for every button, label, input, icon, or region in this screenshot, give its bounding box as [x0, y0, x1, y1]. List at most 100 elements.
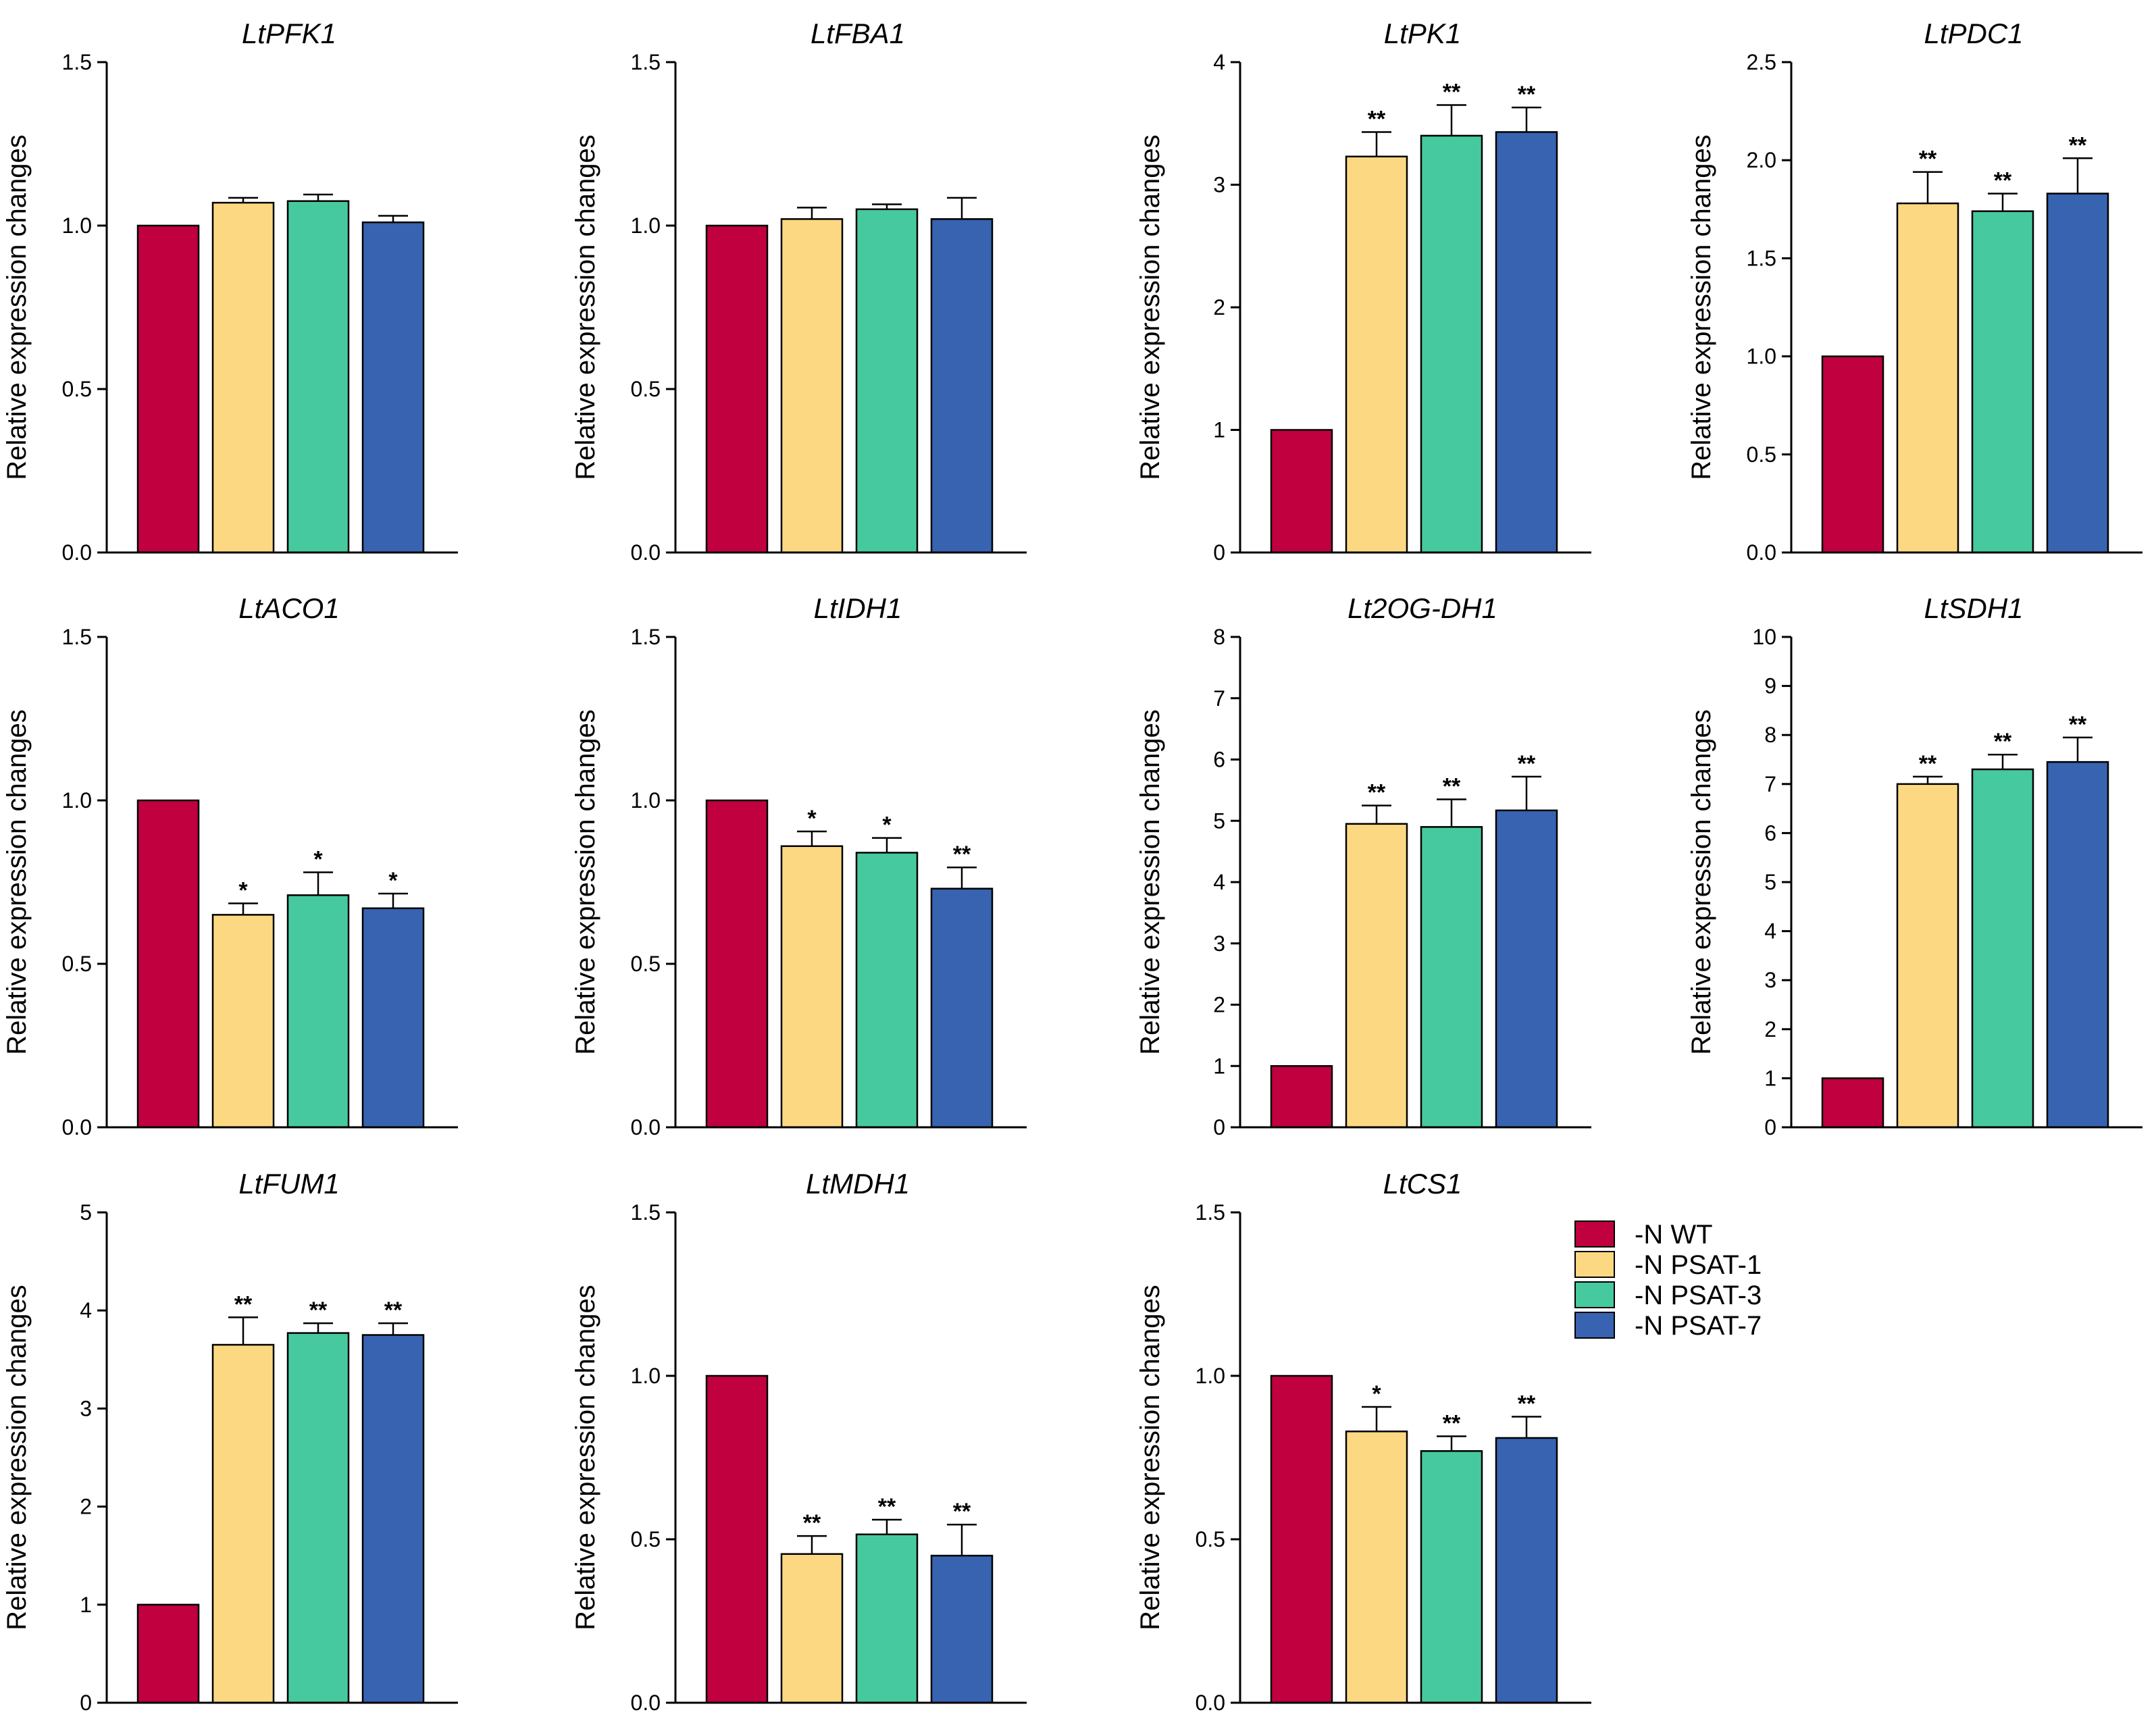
y-tick-label: 1	[1764, 1066, 1776, 1090]
significance-mark-psat1: **	[1368, 106, 1386, 132]
y-tick-label: 2	[80, 1495, 92, 1519]
y-tick-label: 0.5	[631, 1527, 661, 1551]
significance-mark-psat1: **	[1919, 751, 1937, 777]
bar-psat3	[855, 852, 919, 1129]
y-tick-label: 0	[1213, 540, 1225, 565]
chart-panels: LtPFK1 Relative expression changes 0.0 0.5 1…	[2, 18, 2142, 1715]
bar-wt	[1821, 355, 1884, 554]
bar-wt	[1270, 1065, 1333, 1129]
y-axis-label: Relative expression changes	[1135, 1285, 1165, 1630]
significance-mark-psat1: *	[238, 877, 248, 903]
significance-mark-psat1: **	[1368, 780, 1386, 806]
chart-title: LtPFK1	[242, 18, 336, 49]
y-tick-label: 0.5	[631, 377, 661, 401]
bar-psat3	[1420, 1450, 1483, 1704]
chart-title: LtMDH1	[806, 1168, 910, 1200]
bar-psat3	[286, 894, 350, 1129]
panel-ltpdc1: LtPDC1 Relative expression changes ** ** ** 0…	[1687, 18, 2142, 565]
y-tick-label: 0.0	[631, 1115, 661, 1139]
significance-mark-psat7: **	[2069, 712, 2087, 738]
y-tick-label: 1.5	[62, 50, 92, 74]
bar-psat1	[780, 218, 844, 554]
significance-mark-psat7: **	[953, 842, 971, 867]
y-tick-label: 3	[1213, 931, 1225, 956]
legend-swatch-wt	[1574, 1220, 1615, 1248]
bar-wt	[136, 1603, 200, 1704]
legend-label-psat1: -N PSAT-1	[1635, 1250, 1762, 1280]
y-tick-label: 0.5	[1196, 1527, 1225, 1551]
significance-mark-psat7: **	[953, 1499, 971, 1524]
y-axis-label: Relative expression changes	[2, 1285, 32, 1630]
bar-psat1	[780, 1553, 844, 1704]
significance-mark-psat3: *	[313, 846, 323, 872]
chart-title: LtFUM1	[238, 1168, 339, 1200]
y-tick-label: 4	[1764, 919, 1776, 944]
y-tick-label: 0.0	[62, 540, 92, 565]
panel-ltfba1: LtFBA1 Relative expression changes 0.0 0.5 1…	[571, 18, 1027, 565]
legend-label-psat7: -N PSAT-7	[1635, 1311, 1762, 1341]
chart-title: LtPDC1	[1924, 18, 2023, 49]
y-tick-label: 5	[80, 1200, 92, 1225]
bar-psat1	[211, 1343, 275, 1704]
bar-psat7	[2046, 192, 2109, 554]
chart-title: LtPK1	[1384, 18, 1461, 49]
significance-mark-psat3: **	[1994, 168, 2012, 194]
y-tick-label: 1.5	[631, 1200, 661, 1225]
bar-psat1	[1896, 783, 1959, 1129]
y-tick-label: 4	[1213, 870, 1225, 894]
y-tick-label: 0.0	[62, 1115, 92, 1139]
significance-mark-psat3: **	[1443, 80, 1461, 105]
y-axis-label: Relative expression changes	[1135, 134, 1165, 480]
bar-psat7	[930, 1554, 994, 1704]
y-tick-label: 8	[1764, 723, 1776, 747]
y-tick-label: 3	[1213, 173, 1225, 197]
bar-psat3	[855, 208, 919, 554]
bar-psat3	[1971, 210, 2034, 554]
y-tick-label: 5	[1764, 870, 1776, 894]
y-tick-label: 3	[80, 1396, 92, 1420]
panel-ltfum1: LtFUM1 Relative expression changes ** ** ** 0…	[2, 1168, 458, 1715]
legend: -N WT -N PSAT-1 -N PSAT-3 -N PSAT-7	[1574, 1220, 1762, 1341]
legend-label-psat3: -N PSAT-3	[1635, 1281, 1762, 1310]
y-tick-label: 1.0	[62, 213, 92, 238]
bar-psat3	[286, 1332, 350, 1704]
y-tick-label: 2	[1213, 295, 1225, 319]
significance-mark-psat7: **	[1518, 1391, 1536, 1417]
y-tick-label: 7	[1213, 686, 1225, 711]
bar-psat1	[1345, 1431, 1408, 1704]
bar-wt	[1270, 429, 1333, 554]
y-tick-label: 1.5	[1747, 246, 1776, 270]
chart-title: LtSDH1	[1924, 592, 2023, 624]
y-axis-label: Relative expression changes	[571, 134, 600, 480]
bar-wt	[1821, 1077, 1884, 1129]
y-tick-label: 1.5	[631, 625, 661, 649]
y-tick-label: 7	[1764, 772, 1776, 796]
y-axis-label: Relative expression changes	[571, 709, 600, 1054]
y-tick-label: 3	[1764, 968, 1776, 992]
bar-psat7	[361, 907, 425, 1129]
significance-mark-psat3: *	[882, 813, 892, 838]
y-tick-label: 1.0	[1747, 344, 1776, 369]
bar-psat1	[1896, 202, 1959, 554]
significance-mark-psat1: **	[234, 1291, 253, 1317]
y-axis-label: Relative expression changes	[2, 134, 32, 480]
y-axis-label: Relative expression changes	[1687, 709, 1716, 1054]
panel-ltmdh1: LtMDH1 Relative expression changes ** ** ** 0…	[571, 1168, 1027, 1715]
y-axis-label: Relative expression changes	[571, 1285, 600, 1630]
bar-wt	[1270, 1374, 1333, 1704]
bar-psat1	[1345, 823, 1408, 1129]
y-tick-label: 0	[1764, 1115, 1776, 1139]
y-tick-label: 1.5	[1196, 1200, 1225, 1225]
significance-mark-psat1: **	[803, 1510, 821, 1536]
y-tick-label: 6	[1213, 748, 1225, 772]
panel-ltpfk1: LtPFK1 Relative expression changes 0.0 0.5 1…	[2, 18, 458, 565]
bar-psat7	[1495, 1437, 1558, 1704]
y-axis-label: Relative expression changes	[1687, 134, 1716, 480]
y-tick-label: 1.0	[1196, 1364, 1225, 1388]
legend-swatch-psat1	[1574, 1251, 1615, 1278]
y-tick-label: 0	[1213, 1115, 1225, 1139]
bar-psat7	[930, 218, 994, 554]
bar-psat7	[930, 888, 994, 1129]
